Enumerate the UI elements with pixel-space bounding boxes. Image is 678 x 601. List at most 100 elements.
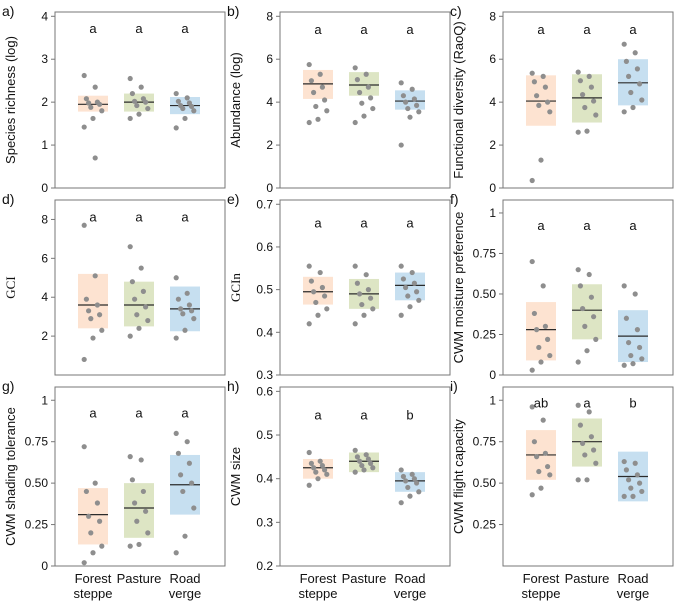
data-point xyxy=(134,518,140,524)
significance-letter: a xyxy=(360,407,368,422)
data-point xyxy=(621,41,627,47)
data-point xyxy=(398,312,404,318)
y-tick-label: 2 xyxy=(41,95,48,109)
data-point xyxy=(138,84,144,90)
x-category-label: verge xyxy=(617,586,650,601)
data-point xyxy=(175,450,181,456)
x-category-label: Pasture xyxy=(565,571,610,586)
data-point xyxy=(637,81,643,87)
panel-frame xyxy=(502,386,674,567)
y-tick-label: 0.3 xyxy=(256,515,273,529)
data-point xyxy=(534,454,540,460)
data-point xyxy=(588,434,595,440)
data-point xyxy=(313,469,319,475)
data-point xyxy=(634,327,641,333)
y-axis-title: CWM shading tolerance xyxy=(3,407,18,546)
data-point xyxy=(354,77,360,83)
y-axis-title: GCI xyxy=(3,276,18,298)
data-point xyxy=(363,71,369,77)
x-category-label: steppe xyxy=(521,586,560,601)
data-point xyxy=(407,493,413,499)
data-point xyxy=(531,310,538,317)
data-point xyxy=(184,290,190,296)
data-point xyxy=(306,449,312,456)
data-point xyxy=(416,109,422,115)
panel-f: f) CWM moisture preference 0 0.25 0.50 0.75 1 a… xyxy=(450,191,674,382)
data-point xyxy=(407,114,413,120)
significance-letter: a xyxy=(629,218,637,233)
data-point xyxy=(370,465,376,471)
data-point xyxy=(97,312,103,318)
panel-b: b) Abundance (log) 0 2 4 6 8 a a a xyxy=(227,3,451,195)
data-point xyxy=(317,71,323,77)
data-point xyxy=(352,119,358,126)
data-point xyxy=(173,125,179,131)
y-tick-label: 0.6 xyxy=(256,384,273,398)
data-point xyxy=(136,325,142,331)
data-point xyxy=(180,105,186,112)
significance-letter: a xyxy=(89,210,97,225)
data-point xyxy=(588,294,595,300)
data-point xyxy=(90,115,96,122)
data-point xyxy=(178,472,184,478)
data-point xyxy=(529,70,535,76)
data-point xyxy=(405,293,411,299)
data-point xyxy=(94,302,100,308)
data-point xyxy=(81,444,87,450)
y-tick-label: 8 xyxy=(41,212,48,226)
significance-letter: a xyxy=(135,210,143,225)
data-point xyxy=(586,271,592,278)
panel-i: i)CWM flight capacity 0.250.500.751 ab a b xyxy=(450,378,674,567)
panel-label: b) xyxy=(227,3,239,19)
y-axis-title: CWM size xyxy=(228,447,243,506)
y-tick-label: 0 xyxy=(489,368,496,382)
panel-label: h) xyxy=(227,378,239,394)
data-point xyxy=(88,530,94,536)
data-point xyxy=(94,500,100,506)
data-point xyxy=(357,458,363,464)
y-tick-label: 2 xyxy=(41,329,48,343)
data-point xyxy=(191,108,197,114)
y-tick-label: 1 xyxy=(489,393,496,407)
panel-frame xyxy=(54,386,226,567)
data-point xyxy=(90,335,96,341)
data-point xyxy=(577,78,584,84)
data-point xyxy=(370,306,376,312)
data-point xyxy=(531,79,538,85)
y-tick-label: 4 xyxy=(41,9,48,23)
data-point xyxy=(99,327,105,333)
data-point xyxy=(623,58,630,64)
data-point xyxy=(416,297,422,303)
data-point xyxy=(626,477,632,483)
panel-e: e) GCIn 0.3 0.4 0.5 0.6 0.7 a a a xyxy=(227,191,451,382)
data-point xyxy=(83,296,89,302)
y-tick-label: 0.7 xyxy=(256,197,273,211)
data-point xyxy=(538,157,544,163)
box-1 xyxy=(572,418,602,467)
data-point xyxy=(357,89,363,96)
data-point xyxy=(542,84,549,90)
data-point xyxy=(403,99,409,105)
x-category-label: Road xyxy=(169,571,200,586)
y-tick-label: 4 xyxy=(489,95,496,109)
data-point xyxy=(184,95,190,101)
data-point xyxy=(363,272,369,278)
y-tick-label: 6 xyxy=(266,52,273,66)
data-point xyxy=(359,462,365,469)
data-point xyxy=(630,361,636,367)
data-point xyxy=(411,96,417,102)
data-point xyxy=(542,450,549,456)
data-point xyxy=(352,263,358,269)
y-tick-label: 1 xyxy=(41,138,48,152)
data-point xyxy=(621,362,627,368)
data-point xyxy=(547,109,553,115)
data-point xyxy=(143,304,149,310)
data-point xyxy=(628,485,634,491)
data-point xyxy=(136,111,142,117)
data-point xyxy=(189,308,195,314)
significance-letter: a xyxy=(89,21,97,36)
y-tick-label: 4 xyxy=(41,290,48,304)
data-point xyxy=(81,560,87,566)
data-point xyxy=(127,244,133,250)
data-point xyxy=(182,533,188,539)
